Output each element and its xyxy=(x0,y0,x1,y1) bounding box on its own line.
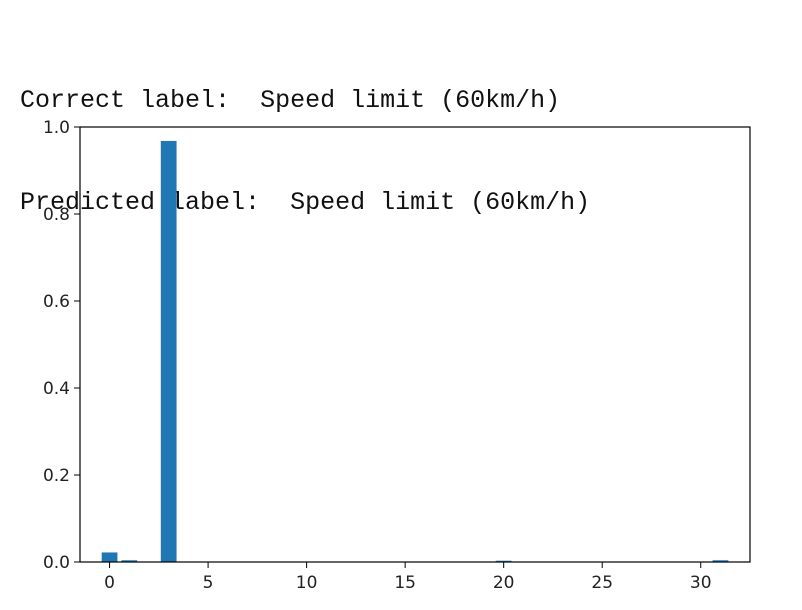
correct-label-line: Correct label: Speed limit (60km/h) xyxy=(20,84,590,118)
predicted-label-value: Speed limit (60km/h) xyxy=(290,188,591,217)
predicted-label-line: Predicted label: Speed limit (60km/h) xyxy=(20,186,590,220)
y-tick-label: 0.4 xyxy=(43,379,70,399)
correct-label-prefix: Correct label: xyxy=(20,86,231,115)
bar-class-1 xyxy=(121,560,138,562)
bar-class-31 xyxy=(712,560,729,562)
x-axis: 0 5 10 15 20 25 30 xyxy=(104,562,712,593)
x-tick-label: 15 xyxy=(394,573,416,593)
bars-group xyxy=(101,140,729,563)
bar-class-20 xyxy=(495,560,512,562)
x-tick-label: 10 xyxy=(296,573,318,593)
x-tick-label: 20 xyxy=(493,573,515,593)
y-axis: 0.0 0.2 0.4 0.6 0.8 1.0 xyxy=(43,118,80,573)
predicted-label-prefix: Predicted label: xyxy=(20,188,261,217)
y-tick-label: 0.6 xyxy=(43,292,70,312)
x-tick-label: 25 xyxy=(591,573,613,593)
axes-frame xyxy=(79,126,751,563)
x-tick-label: 0 xyxy=(104,573,115,593)
cell-output-text: Correct label: Speed limit (60km/h) Pred… xyxy=(20,16,590,254)
y-tick-label: 0.0 xyxy=(43,553,70,573)
x-tick-label: 5 xyxy=(203,573,214,593)
y-tick-label: 0.8 xyxy=(43,205,70,225)
y-tick-label: 0.2 xyxy=(43,466,70,486)
bar-class-3 xyxy=(160,140,177,563)
x-tick-label: 30 xyxy=(690,573,712,593)
y-tick-label: 1.0 xyxy=(43,118,70,138)
correct-label-value: Speed limit (60km/h) xyxy=(260,86,561,115)
bar-class-0 xyxy=(101,552,118,562)
